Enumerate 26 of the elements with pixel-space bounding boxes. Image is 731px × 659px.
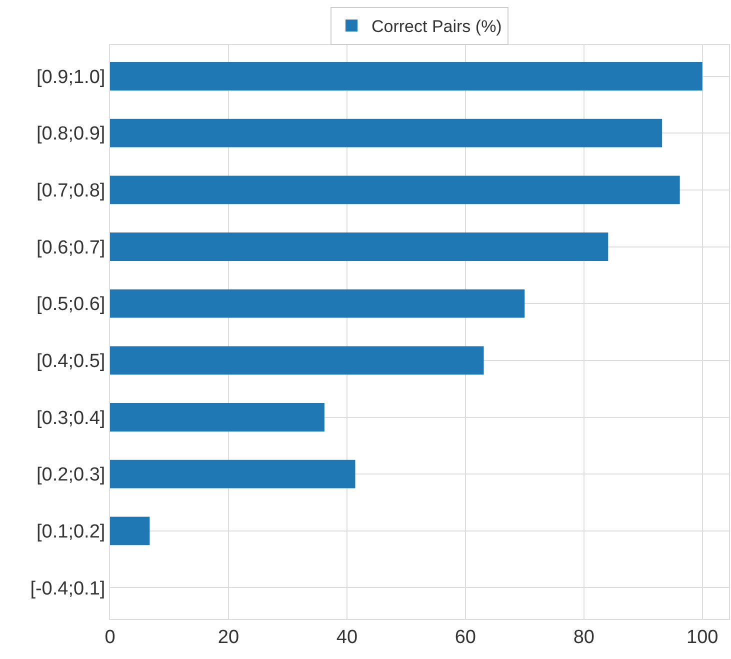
- bar: [110, 62, 702, 90]
- y-tick-label: [0.5;0.6]: [36, 294, 106, 316]
- bar: [110, 346, 484, 375]
- bar: [110, 403, 324, 432]
- y-tick-label: [0.1;0.2]: [36, 522, 106, 543]
- x-tick-label: 40: [336, 626, 358, 648]
- bar: [110, 516, 150, 546]
- y-tick-label: [-0.4;0.1]: [30, 578, 106, 600]
- x-tick-label: 100: [686, 626, 718, 648]
- y-tick-label: [0.3;0.4]: [36, 408, 106, 429]
- bar: [110, 176, 680, 204]
- x-tick-label: 60: [454, 626, 476, 648]
- bar: [110, 118, 662, 148]
- y-tick-label: [0.6;0.7]: [36, 237, 106, 258]
- y-tick-label: [0.9;1.0]: [36, 66, 106, 88]
- bar: [110, 289, 525, 318]
- x-tick-label: 80: [573, 626, 594, 648]
- bar: [110, 460, 356, 488]
- x-tick-label: 20: [218, 626, 240, 648]
- bar: [110, 232, 608, 261]
- y-tick-label: [0.2;0.3]: [36, 464, 106, 486]
- legend-label: Correct Pairs (%): [372, 17, 502, 36]
- y-tick-label: [0.8;0.9]: [36, 124, 106, 145]
- y-tick-label: [0.7;0.8]: [36, 180, 106, 202]
- x-tick-label: 0: [104, 626, 116, 648]
- y-tick-label: [0.4;0.5]: [36, 351, 106, 372]
